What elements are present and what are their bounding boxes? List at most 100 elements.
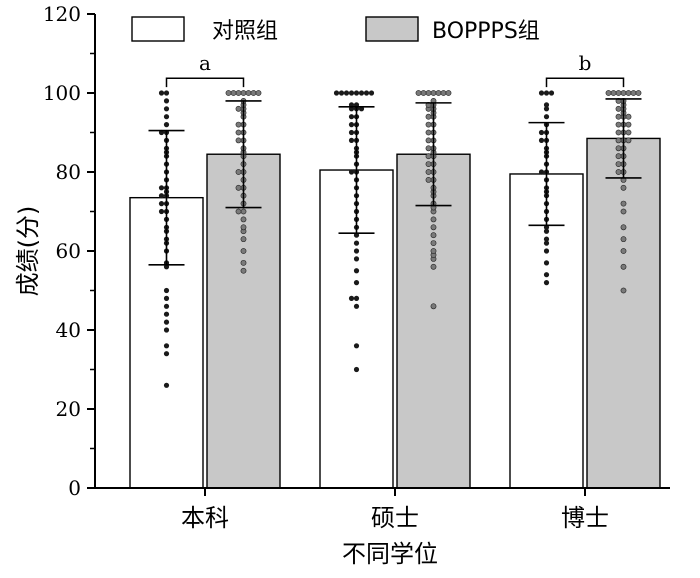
data-point	[630, 90, 637, 96]
y-tick-label: 0	[68, 476, 81, 500]
data-point	[163, 311, 170, 317]
data-point	[338, 90, 345, 96]
data-point	[163, 106, 170, 112]
significance-bracket	[545, 77, 625, 88]
data-point	[240, 216, 247, 223]
data-point	[235, 169, 242, 175]
data-point	[615, 113, 622, 120]
data-point	[425, 121, 432, 128]
y-axis-title: 成绩(分)	[14, 206, 42, 297]
data-point	[615, 145, 622, 152]
data-point	[615, 161, 622, 167]
data-point	[353, 303, 360, 309]
data-point	[620, 208, 627, 215]
data-point	[353, 343, 360, 349]
data-point	[348, 295, 355, 301]
data-point	[538, 90, 545, 96]
data-point	[620, 287, 627, 294]
data-point	[625, 129, 632, 136]
y-tick-label: 100	[43, 81, 81, 105]
data-point	[543, 240, 550, 246]
x-tick-label: 硕士	[371, 504, 419, 532]
significance-bracket	[165, 77, 245, 88]
data-point	[163, 319, 170, 325]
legend-swatch-control	[131, 16, 185, 42]
data-point	[348, 90, 355, 96]
data-point	[538, 129, 545, 136]
y-tick-label: 120	[43, 2, 81, 26]
data-point	[615, 129, 622, 136]
data-point	[635, 90, 642, 96]
data-point	[620, 263, 627, 270]
data-point	[620, 90, 627, 96]
data-point	[348, 129, 355, 136]
data-point	[348, 122, 355, 128]
data-point	[255, 90, 262, 96]
data-point	[353, 366, 360, 373]
data-point	[163, 114, 170, 120]
data-point	[163, 122, 170, 128]
data-point	[620, 184, 627, 191]
data-point	[158, 185, 165, 191]
data-point	[348, 114, 355, 120]
data-point	[163, 90, 170, 96]
data-point	[230, 90, 237, 96]
data-point	[225, 90, 232, 96]
data-point	[158, 208, 165, 215]
data-point	[425, 161, 432, 167]
data-point	[363, 90, 370, 96]
data-point	[358, 90, 365, 96]
data-point	[250, 90, 257, 96]
data-point	[348, 137, 355, 143]
data-point	[353, 240, 360, 246]
data-point	[415, 90, 422, 96]
data-point	[538, 169, 545, 175]
data-point	[548, 90, 555, 96]
data-point	[615, 169, 622, 175]
data-point	[420, 90, 427, 96]
data-point	[163, 343, 170, 349]
data-point	[543, 272, 550, 278]
y-tick-label: 80	[56, 160, 81, 184]
data-point	[425, 113, 432, 120]
data-point	[240, 259, 247, 266]
data-point	[163, 382, 170, 388]
data-point	[240, 236, 247, 243]
data-point	[240, 90, 247, 96]
data-point	[538, 137, 545, 143]
data-point	[163, 98, 170, 104]
significance-label: b	[579, 51, 592, 75]
data-point	[353, 295, 360, 301]
error-bars-layer	[148, 98, 642, 266]
data-point	[240, 267, 247, 274]
data-point	[543, 114, 550, 120]
data-point	[158, 201, 165, 207]
data-point	[605, 90, 612, 96]
data-point	[620, 248, 627, 254]
data-point	[343, 90, 350, 96]
data-point	[425, 137, 432, 144]
data-point	[440, 90, 447, 96]
data-point	[333, 90, 340, 96]
axes-layer: 0 20 40 60 80 100 120 本科 硕士 博士	[43, 2, 670, 532]
data-point	[235, 121, 242, 128]
legend-swatch-boppps	[365, 16, 419, 42]
legend: 对照组 BOPPPS组	[131, 16, 540, 44]
data-point	[543, 228, 550, 234]
data-point	[163, 303, 170, 309]
data-point	[625, 121, 632, 128]
data-point	[368, 90, 375, 96]
data-point	[240, 248, 247, 254]
data-point	[425, 169, 432, 175]
x-axis-title: 不同学位	[342, 540, 438, 568]
data-point	[430, 263, 437, 270]
data-point	[235, 129, 242, 136]
data-point	[430, 248, 437, 254]
x-tick-label: 本科	[181, 504, 229, 532]
data-point	[353, 280, 360, 286]
data-point	[615, 137, 622, 144]
data-point	[425, 145, 432, 152]
data-point	[615, 121, 622, 128]
